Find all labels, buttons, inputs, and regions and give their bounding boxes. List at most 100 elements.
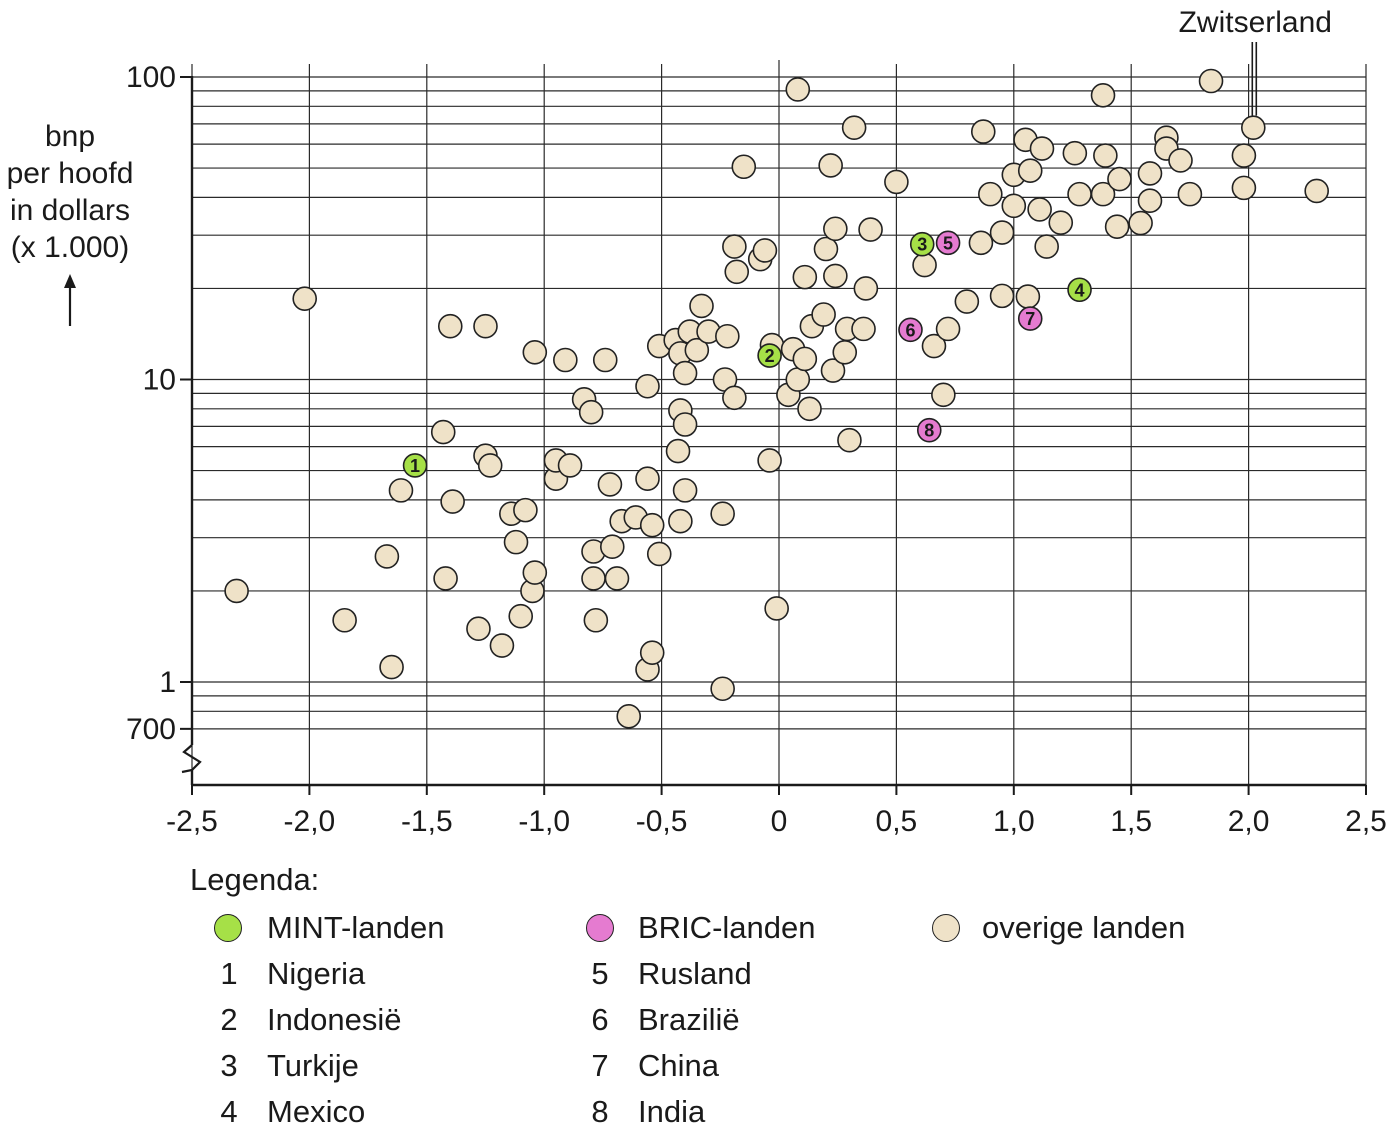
other-point [1090,82,1116,108]
other-point [557,453,583,478]
other-point [989,220,1015,245]
point-marker [522,340,548,365]
point-marker [884,169,909,195]
point-marker [724,259,750,285]
y-axis-label: per hoofd [7,157,134,190]
legend-item-number: 3 [220,1048,238,1083]
point-marker [1090,82,1116,108]
legend-item: 2 Indonesië [199,997,401,1043]
other-point [935,316,961,342]
point-marker [1017,158,1043,184]
other-point [224,578,249,604]
legend-item-name: Indonesië [267,1002,402,1037]
y-tick-label: 10 [143,364,176,397]
mint-point: 2 [757,343,782,368]
other-point [578,399,604,425]
legend-item-name: Turkije [267,1048,359,1083]
other-point [792,346,818,372]
point-marker [489,633,515,658]
other-point [1027,197,1052,222]
point-marker [1034,234,1059,259]
axes: -2,5 -2,0 -1,5 -1,0 -0,5 0 0,5 1,0 1,5 2,0 2,5 100 1… [7,61,1387,860]
point-marker [388,478,414,503]
point-label: 5 [943,233,953,253]
legend-bric-label: BRIC-landen [638,910,816,945]
point-marker [935,316,961,342]
other-point [851,316,876,342]
other-point [597,472,623,497]
point-label: 2 [765,346,775,366]
legend-item: 6 Brazilië [570,997,739,1043]
point-marker [513,497,538,523]
other-point [1240,115,1266,140]
point-marker [989,283,1015,309]
other-point [724,259,750,285]
bric-point: 7 [1017,306,1043,331]
bric-point: 6 [898,317,923,343]
point-marker [604,566,630,591]
other-point [668,508,693,534]
other-point [1104,214,1130,239]
other-point [785,367,811,392]
other-point [912,252,937,278]
other-point [433,566,458,591]
legend-item-name: Mexico [267,1094,366,1129]
point-marker [1168,148,1193,173]
other-point [374,544,400,569]
point-marker [1177,181,1203,207]
data-points: 1 2 3 4 5 6 7 8 [224,68,1329,729]
other-point [665,438,691,464]
other-point [379,654,404,680]
other-point [841,115,867,140]
point-marker [954,289,980,314]
point-marker [508,603,534,629]
other-point [592,347,618,373]
other-point [797,396,822,422]
other-point [292,286,318,311]
other-point [1017,158,1043,184]
point-marker [440,489,465,514]
point-marker [473,313,498,339]
point-marker [597,472,623,497]
legend-item: 4 Mexico [199,1089,365,1135]
other-point [522,560,548,585]
point-marker [935,230,961,256]
other-point [1067,181,1092,207]
point-marker [477,453,503,478]
other-point [752,238,778,263]
other-point [513,497,538,523]
annotations: Zwitserland [1179,6,1332,116]
other-point [1107,166,1132,192]
x-tick-label: -1,5 [401,805,453,838]
other-point [1034,234,1059,259]
other-point [684,337,710,363]
annotation-label: Zwitserland [1179,6,1332,39]
point-label: 7 [1025,309,1035,329]
point-marker [1137,161,1163,186]
other-point [1093,143,1118,168]
other-point [1198,68,1224,94]
point-marker [379,654,404,680]
x-tick-label: 1,0 [993,805,1035,838]
other-point [440,489,465,514]
other-point [332,607,357,633]
legend-item-name: China [638,1048,719,1083]
legend-item-name: India [638,1094,706,1129]
legend-other-label: overige landen [982,910,1186,945]
other-point [710,501,735,527]
other-point [710,676,735,702]
other-point [522,340,548,365]
x-tick-label: 2,5 [1345,805,1387,838]
other-point [1168,148,1193,173]
other-point [672,412,698,437]
y-axis-label: bnp [45,120,95,153]
x-tick-label: 0,5 [876,805,918,838]
x-tick-label: 1,5 [1110,805,1152,838]
other-point [970,119,996,144]
other-point [1137,161,1163,186]
point-marker [978,181,1003,207]
point-marker [968,230,994,256]
x-tick-label: 0 [771,805,788,838]
legend-item-number: 1 [220,956,238,991]
y-axis-label: in dollars [10,194,130,227]
